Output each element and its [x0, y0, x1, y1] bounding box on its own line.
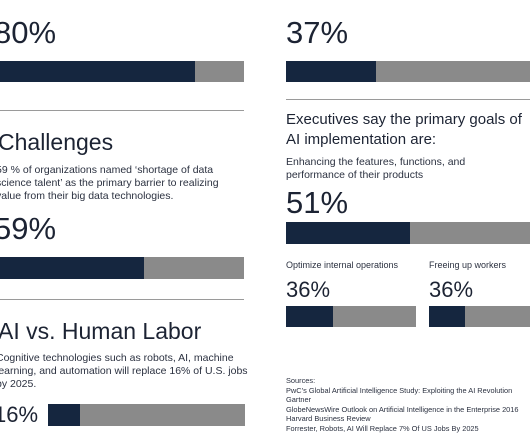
divider-left-top: [0, 110, 244, 111]
stat-80-bar: [0, 61, 244, 82]
goals-title: Executives say the primary goals of AI i…: [286, 111, 522, 148]
challenges-text: 59 % of organizations named ‘shortage of…: [0, 164, 219, 202]
stat-51-bar: [286, 222, 530, 244]
divider-right-top: [286, 99, 530, 100]
stat-37-bar-fill: [286, 61, 377, 82]
sources-heading: Sources:: [286, 376, 316, 385]
stat-16-label: 16%: [0, 402, 39, 427]
stat-80-bar-fill: [0, 61, 196, 82]
stat-37-bar: [286, 61, 530, 82]
source-item: Harvard Business Review: [286, 414, 371, 424]
stat-59-bar: [0, 257, 244, 279]
stat-36b-bar-fill: [429, 306, 466, 327]
stat-59-bar-fill: [0, 257, 144, 279]
stat-51-label: 51%: [286, 185, 349, 220]
sources-list: Sources: PwC’s Global Artificial Intelli…: [286, 376, 519, 434]
source-item: PwC’s Global Artificial Intelligence Stu…: [286, 385, 513, 395]
source-item: Gartner: [286, 395, 312, 405]
labor-text: Cognitive technologies such as robots, A…: [0, 352, 248, 390]
stat-16-bar-fill: [48, 404, 80, 426]
stat-36b-bar: [429, 306, 530, 327]
stat-37-label: 37%: [286, 15, 349, 50]
goal1-text: Enhancing the features, functions, and p…: [286, 156, 466, 181]
stat-36a-bar: [286, 306, 416, 327]
goal2-text: Optimize internal operations: [286, 260, 399, 270]
stat-36b-label: 36%: [429, 277, 474, 302]
stat-80-label: 80%: [0, 15, 57, 50]
divider-left-mid: [0, 299, 244, 300]
stat-36a-bar-fill: [286, 306, 333, 327]
stat-59-label: 59%: [0, 211, 57, 246]
labor-title: AI vs. Human Labor: [0, 318, 202, 344]
challenges-title: Challenges: [0, 129, 114, 155]
stat-36a-label: 36%: [286, 277, 331, 302]
stat-16-bar: [48, 404, 245, 426]
stat-51-bar-fill: [286, 222, 411, 244]
goal3-text: Freeing up workers: [429, 260, 507, 270]
source-item: Forrester, Robots, AI Will Replace 7% Of…: [286, 423, 479, 433]
source-item: GlobeNewsWire Outlook on Artificial Inte…: [286, 404, 519, 414]
